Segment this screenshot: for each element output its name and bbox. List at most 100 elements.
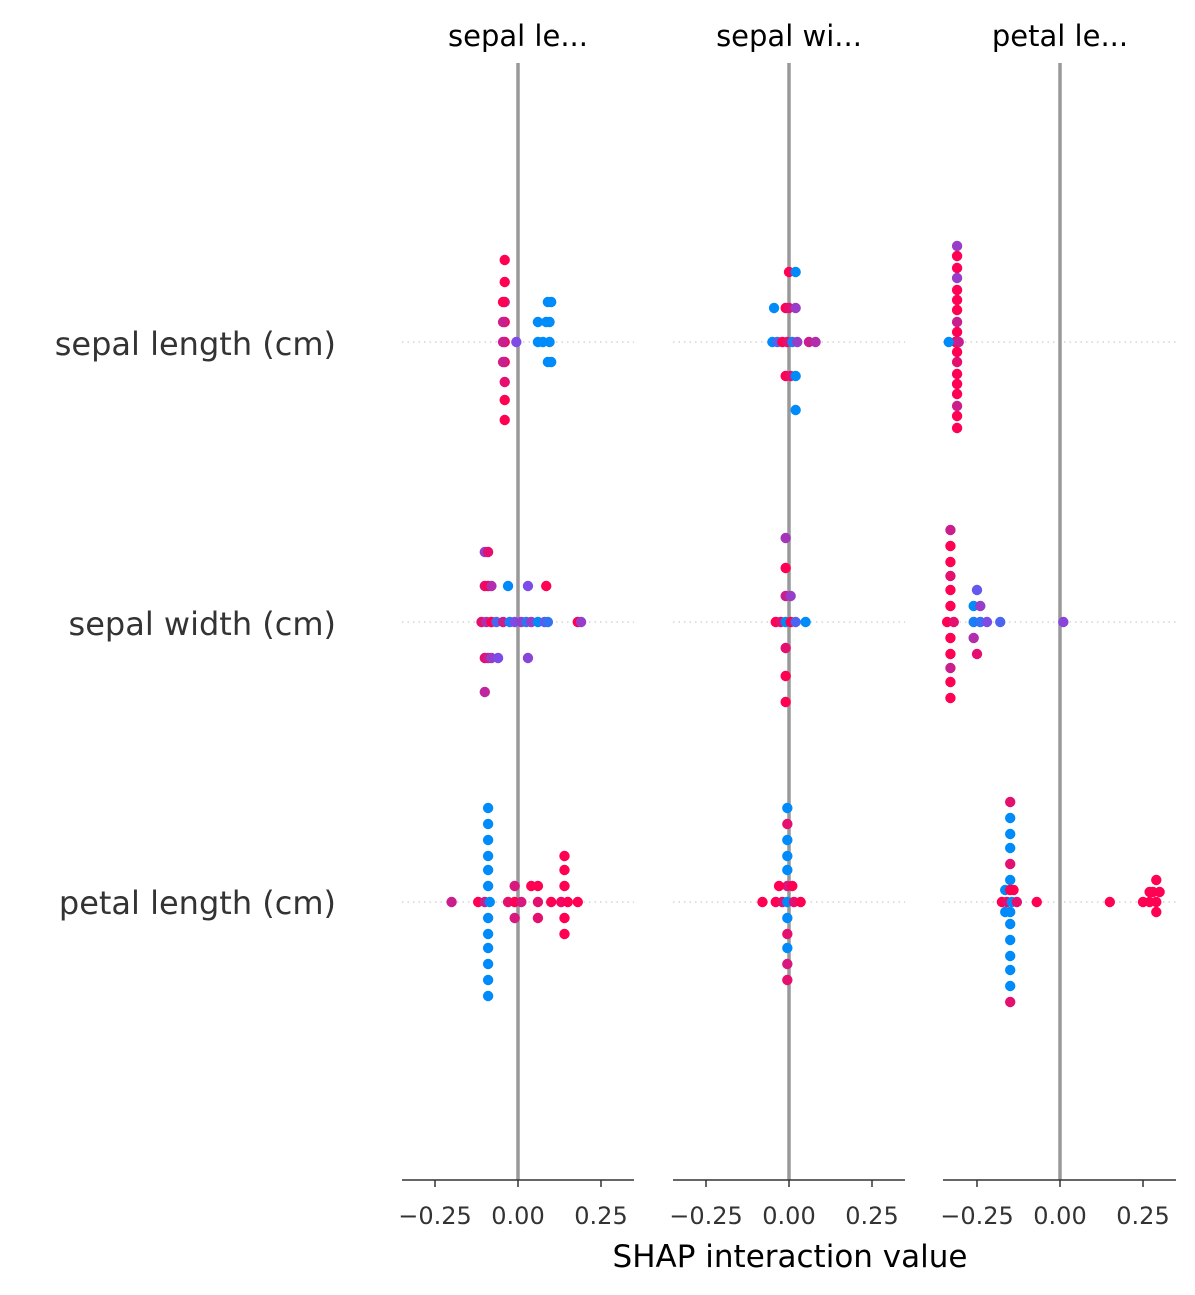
data-point-r2-c2-12 (1011, 896, 1023, 908)
data-point-r0-c0-21 (499, 376, 510, 388)
data-point-r2-c2-0 (1005, 796, 1016, 808)
data-point-r0-c1-13 (810, 336, 821, 348)
data-point-r2-c2-4 (1005, 858, 1016, 870)
data-point-r2-c0-3 (482, 850, 494, 862)
data-point-r2-c2-22 (1151, 906, 1162, 918)
row-label-sepal-length: sepal length (cm) (55, 325, 336, 363)
data-point-r0-c0-0 (499, 254, 510, 266)
data-point-r0-c2-7 (951, 316, 963, 328)
data-point-r1-c0-22 (575, 616, 587, 628)
data-point-r1-c0-4 (486, 580, 497, 592)
data-point-r1-c2-2 (945, 556, 956, 568)
data-point-r1-c2-3 (945, 570, 956, 582)
data-point-r1-c1-10 (780, 642, 791, 654)
data-point-r2-c0-1 (482, 818, 494, 830)
x-axis-title: SHAP interaction value (613, 1239, 968, 1275)
data-point-r1-c2-19 (971, 648, 983, 660)
data-point-r2-c1-0 (782, 802, 793, 814)
data-point-r1-c2-0 (945, 524, 956, 536)
data-point-r2-c0-20 (546, 896, 557, 908)
data-point-r0-c1-11 (792, 336, 803, 348)
data-point-r2-c2-27 (1005, 950, 1016, 962)
data-point-r2-c2-1 (1005, 812, 1016, 824)
data-point-r0-c1-1 (790, 266, 801, 278)
data-point-r0-c0-16 (544, 336, 555, 348)
data-point-r0-c0-3 (497, 296, 509, 308)
data-points (446, 240, 1165, 1008)
data-point-r1-c0-27 (522, 652, 534, 664)
data-point-r2-c1-7 (787, 880, 798, 892)
data-point-r1-c2-21 (945, 676, 956, 688)
x-tick-label-0-2: 0.25 (574, 1202, 627, 1230)
data-point-r1-c2-16 (945, 632, 956, 644)
data-point-r2-c0-8 (509, 880, 520, 892)
data-point-r2-c0-5 (559, 850, 570, 862)
data-point-r0-c0-7 (497, 316, 509, 328)
data-point-r2-c0-7 (482, 880, 494, 892)
data-point-r2-c0-4 (482, 864, 494, 876)
data-point-r2-c2-18 (1151, 874, 1162, 886)
data-point-r2-c1-8 (757, 896, 768, 908)
data-point-r1-c0-1 (482, 546, 494, 558)
data-point-r0-c1-2 (768, 302, 780, 314)
data-point-r1-c0-5 (502, 580, 514, 592)
data-point-r0-c2-6 (951, 304, 963, 316)
data-point-r1-c2-20 (945, 662, 956, 674)
data-point-r0-c1-17 (790, 404, 801, 416)
data-point-r2-c0-24 (482, 912, 494, 924)
data-point-r2-c2-2 (1005, 828, 1016, 840)
data-point-r1-c2-13 (981, 616, 993, 628)
data-point-r2-c1-14 (782, 912, 793, 924)
data-point-r0-c0-10 (544, 316, 555, 328)
data-point-r1-c2-8 (975, 600, 986, 612)
column-title-1: sepal le... (448, 19, 588, 53)
data-point-r0-c0-5 (546, 296, 557, 308)
data-point-r2-c0-22 (562, 896, 573, 908)
data-point-r2-c2-13 (1031, 896, 1042, 908)
data-point-r2-c2-24 (1005, 906, 1016, 918)
data-point-r2-c2-26 (1005, 934, 1016, 946)
data-point-r0-c2-3 (951, 272, 963, 284)
column-title-3: petal le... (992, 19, 1128, 53)
data-point-r2-c2-8 (1008, 884, 1019, 896)
data-point-r1-c0-26 (492, 652, 504, 664)
column-titles: sepal le... sepal wi... petal le... (448, 19, 1128, 53)
data-point-r1-c0-20 (542, 616, 554, 628)
data-point-r1-c0-6 (522, 580, 534, 592)
x-tick-label-1-1: 0.00 (762, 1202, 815, 1230)
data-point-r0-c2-13 (951, 356, 963, 368)
data-point-r0-c2-15 (951, 378, 963, 390)
data-point-r2-c1-4 (782, 864, 793, 876)
data-point-r1-c1-11 (780, 670, 791, 682)
data-point-r2-c1-18 (782, 974, 793, 986)
data-point-r2-c0-10 (532, 880, 544, 892)
data-point-r1-c2-5 (945, 584, 956, 596)
data-point-r2-c0-12 (446, 896, 457, 908)
data-point-r1-c1-3 (785, 590, 796, 602)
data-point-r1-c2-14 (995, 616, 1006, 628)
data-point-r2-c0-0 (482, 802, 494, 814)
data-point-r0-c2-8 (951, 326, 963, 338)
data-point-r2-c0-27 (559, 912, 570, 924)
data-point-r0-c2-0 (951, 240, 963, 252)
data-point-r0-c2-4 (951, 284, 963, 296)
data-point-r2-c0-33 (482, 990, 494, 1002)
data-point-r1-c0-28 (479, 686, 490, 698)
data-point-r1-c2-4 (971, 584, 983, 596)
data-point-r2-c2-3 (1005, 842, 1016, 854)
data-point-r2-c1-3 (782, 850, 793, 862)
data-point-r1-c1-1 (780, 562, 791, 574)
data-point-r2-c0-26 (532, 912, 544, 924)
x-tick-label-1-2: 0.25 (845, 1202, 898, 1230)
data-point-r1-c1-8 (790, 616, 801, 628)
data-point-r2-c1-15 (782, 928, 793, 940)
data-point-r1-c2-22 (945, 692, 956, 704)
data-point-r2-c0-31 (482, 958, 494, 970)
data-point-r2-c0-15 (484, 896, 495, 908)
data-point-r2-c1-16 (782, 942, 793, 954)
data-point-r1-c1-9 (800, 616, 811, 628)
data-point-r2-c1-2 (782, 834, 793, 846)
data-point-r2-c2-25 (1005, 918, 1016, 930)
data-point-r2-c0-18 (516, 896, 527, 908)
